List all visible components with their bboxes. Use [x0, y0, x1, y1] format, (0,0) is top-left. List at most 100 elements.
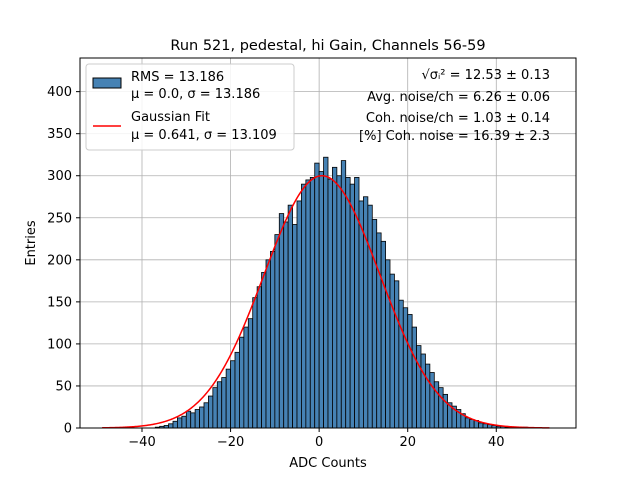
histogram-bars	[154, 156, 528, 429]
y-tick-label: 350	[47, 127, 72, 142]
x-tick-label: −20	[217, 435, 244, 450]
histogram-bar	[283, 221, 289, 429]
histogram-bar	[385, 259, 391, 429]
histogram-bar	[340, 160, 347, 429]
histogram-bar	[270, 251, 276, 429]
x-tick-label: 0	[315, 435, 323, 450]
x-tick-label: 20	[399, 435, 416, 450]
y-axis-label: Entries	[24, 220, 39, 266]
histogram-bar	[478, 422, 484, 429]
x-axis-ticks: −40 −20 0 20 40	[128, 428, 505, 450]
y-axis-ticks: 0 50 100 150 200 250 300 350 400	[47, 85, 80, 437]
histogram-bar	[212, 387, 218, 429]
annotation-avg-noise: Avg. noise/ch = 6.26 ± 0.06	[367, 90, 550, 105]
y-tick-label: 0	[64, 422, 72, 437]
histogram-bar	[327, 178, 333, 429]
legend-entry-fit: Gaussian Fit	[131, 110, 210, 125]
histogram-bar	[177, 417, 183, 429]
histogram-bar	[323, 156, 329, 429]
histogram-bar	[416, 345, 422, 429]
histogram-bar	[230, 360, 236, 429]
legend: RMS = 13.186 μ = 0.0, σ = 13.186 Gaussia…	[85, 63, 295, 151]
histogram-bar	[389, 273, 395, 429]
histogram-bar	[216, 381, 223, 429]
annotation-sigma-symbol: √σᵢ²	[421, 68, 445, 83]
histogram-bar	[274, 234, 280, 429]
gaussian-fit-curve	[102, 174, 550, 429]
histogram-bar	[433, 381, 440, 429]
noise-annotations: √σᵢ² = 12.53 ± 0.13 Avg. noise/ch = 6.26…	[359, 68, 550, 144]
histogram-bar	[398, 299, 404, 429]
legend-box	[85, 63, 295, 151]
histogram-bar	[332, 166, 338, 429]
histogram-bar	[252, 297, 258, 429]
histogram-bar	[363, 196, 369, 429]
annotation-sigma-value: = 12.53 ± 0.13	[446, 68, 550, 83]
histogram-bar	[292, 224, 298, 429]
histogram-bar	[469, 419, 475, 429]
chart-title: Run 521, pedestal, hi Gain, Channels 56-…	[170, 38, 485, 54]
histogram-bar	[234, 351, 240, 429]
legend-histogram-patch	[92, 77, 122, 89]
histogram-bar	[305, 179, 311, 429]
histogram-bar	[190, 412, 196, 429]
histogram-bar	[309, 177, 316, 429]
histogram-bar	[287, 204, 293, 429]
histogram-bar	[402, 307, 409, 429]
histogram-bar	[261, 272, 267, 429]
histogram-bar	[345, 177, 351, 429]
histogram-bar	[221, 377, 227, 429]
histogram-bar	[394, 280, 400, 429]
histogram-bar	[265, 259, 271, 429]
histogram-bar	[371, 219, 378, 429]
histogram-bar	[301, 183, 307, 429]
y-tick-label: 200	[47, 253, 72, 268]
legend-entry-rms: RMS = 13.186	[131, 70, 224, 85]
histogram-bar	[349, 183, 355, 429]
histogram-bar	[247, 318, 254, 429]
histogram-bar	[314, 162, 320, 429]
legend-entry-rms-stats: μ = 0.0, σ = 13.186	[131, 87, 260, 102]
histogram-bar	[199, 406, 205, 429]
histogram-bar	[203, 402, 209, 429]
histogram-bar	[429, 372, 435, 429]
histogram-bar	[376, 232, 382, 429]
histogram-bar	[411, 326, 417, 429]
histogram-bar	[168, 423, 174, 429]
histogram-bar	[438, 387, 444, 429]
histogram-bar	[296, 200, 302, 429]
histogram-bar	[208, 395, 214, 429]
histogram-bar	[425, 363, 431, 429]
histogram-bar	[407, 314, 413, 429]
histogram-bar	[358, 200, 364, 429]
histogram-bar	[243, 326, 249, 429]
histogram-bar	[225, 368, 231, 429]
y-tick-label: 50	[55, 379, 72, 394]
x-axis-label: ADC Counts	[289, 456, 367, 471]
histogram-bar	[482, 423, 488, 429]
annotation-pct-coh-noise: [%] Coh. noise = 16.39 ± 2.3	[359, 129, 550, 144]
y-tick-label: 100	[47, 337, 72, 352]
x-tick-label: 40	[488, 435, 505, 450]
y-tick-label: 250	[47, 211, 72, 226]
histogram-bar	[256, 286, 262, 429]
x-tick-label: −40	[128, 435, 155, 450]
histogram-bar	[464, 417, 471, 429]
annotation-sigma: √σᵢ² = 12.53 ± 0.13	[421, 68, 550, 83]
y-tick-label: 150	[47, 295, 72, 310]
legend-entry-fit-stats: μ = 0.641, σ = 13.109	[131, 128, 277, 143]
histogram-bar	[181, 415, 187, 429]
annotation-coh-noise: Coh. noise/ch = 1.03 ± 0.14	[366, 111, 550, 126]
y-tick-label: 400	[47, 85, 72, 100]
histogram-bar	[239, 336, 245, 429]
histogram-bar	[318, 171, 324, 429]
histogram-bar	[336, 175, 342, 429]
histogram-bar	[185, 410, 192, 429]
histogram-bar	[278, 213, 285, 429]
histogram-bar	[172, 420, 178, 429]
histogram-bar	[194, 409, 200, 429]
histogram-bar	[367, 204, 373, 429]
y-tick-label: 300	[47, 169, 72, 184]
histogram-bar	[420, 353, 426, 429]
